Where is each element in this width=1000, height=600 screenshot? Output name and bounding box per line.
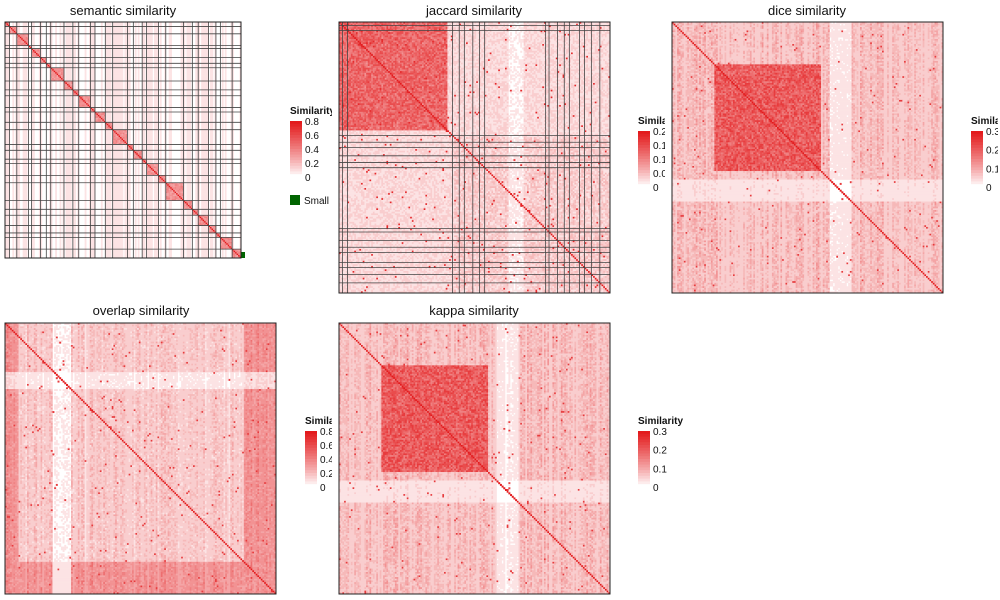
panel-title: semantic similarity [70, 3, 177, 18]
similarity-heatmap-figure: semantic similarity Similarity0.80.60.40… [0, 0, 1000, 600]
heatmap-matrix [5, 22, 245, 258]
panel-semantic: semantic similarity Similarity0.80.60.40… [5, 3, 335, 258]
